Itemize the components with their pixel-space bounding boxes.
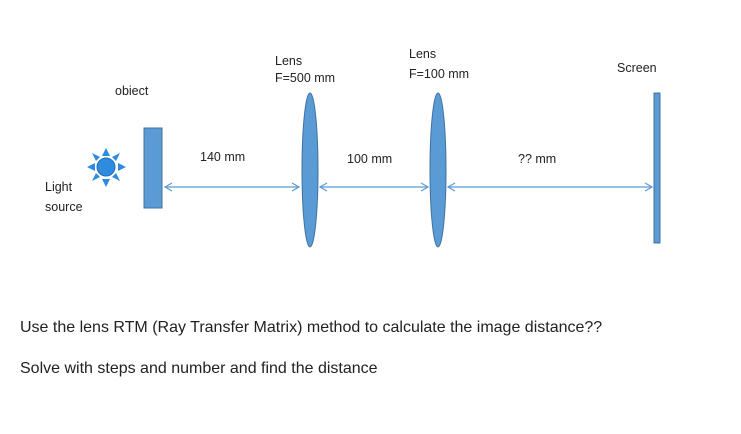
lens-2-focal-length: F=100 mm xyxy=(409,67,470,81)
lens-1-title: Lens xyxy=(275,54,303,68)
light-source-label-line2: source xyxy=(45,200,83,214)
object-label: obiect xyxy=(115,84,149,98)
light-source-label-line1: Light xyxy=(45,180,73,194)
distance-label-object-lens1: 140 mm xyxy=(200,150,246,164)
screen-block xyxy=(653,92,661,244)
lens-2-title: Lens xyxy=(409,47,437,61)
distance-label-lens1-lens2: 100 mm xyxy=(347,152,393,166)
object-block xyxy=(143,127,163,209)
distance-label-lens2-screen: ?? mm xyxy=(518,152,557,166)
light-source-icon xyxy=(87,148,126,187)
lens-1-focal-length: F=500 mm xyxy=(275,71,336,85)
question-line-2: Solve with steps and number and find the… xyxy=(20,360,378,377)
lens-2-shape xyxy=(429,92,447,248)
screen-label: Screen xyxy=(617,61,657,75)
lens-1-shape xyxy=(301,92,319,248)
question-line-1: Use the lens RTM (Ray Transfer Matrix) m… xyxy=(20,319,603,336)
